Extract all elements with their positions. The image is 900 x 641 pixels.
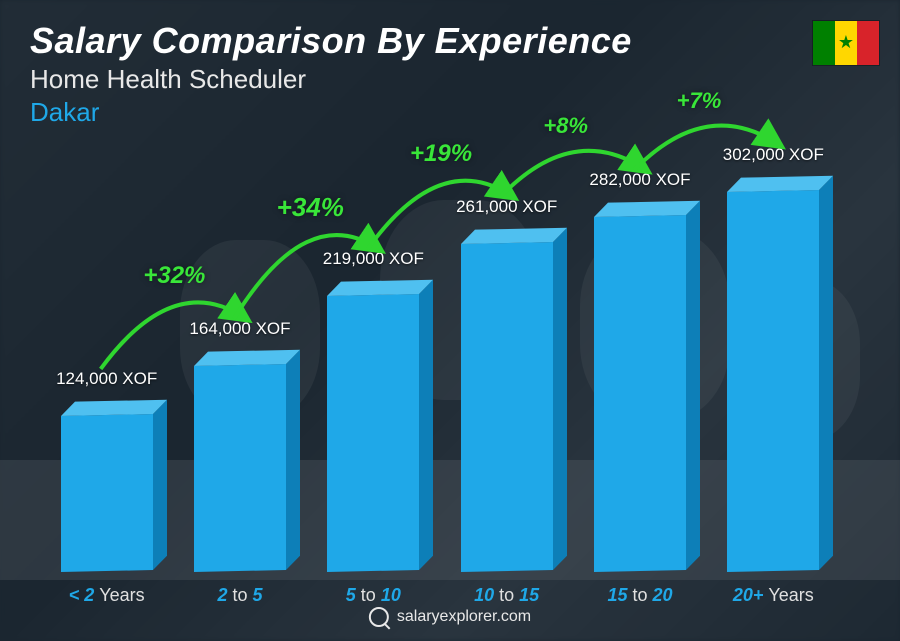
bar-top <box>61 400 167 416</box>
bar-front <box>61 414 153 572</box>
bar-category-label: 2 to 5 <box>217 585 262 606</box>
title-main: Salary Comparison By Experience <box>30 20 632 62</box>
flag-stripe-green <box>813 21 835 65</box>
bar-front <box>327 294 419 571</box>
bar-top <box>327 280 433 296</box>
title-subtitle: Home Health Scheduler <box>30 64 632 95</box>
footer-text: salaryexplorer.com <box>397 608 531 626</box>
delta-percent-label: +32% <box>143 262 205 290</box>
delta-percent-label: +34% <box>277 192 344 223</box>
bar-top <box>594 201 700 217</box>
logo-icon <box>369 607 389 627</box>
bar-side <box>819 176 833 570</box>
flag-star-icon: ★ <box>838 32 854 53</box>
flag-senegal: ★ <box>812 20 880 66</box>
flag-stripe-yellow: ★ <box>835 21 857 65</box>
footer-attribution: salaryexplorer.com <box>369 607 531 627</box>
bar-category-label: 20+ Years <box>733 585 814 606</box>
salary-bar-chart: 124,000 XOF< 2 Years164,000 XOF2 to 5219… <box>40 111 840 571</box>
delta-percent-label: +19% <box>410 140 472 168</box>
bar <box>594 215 686 572</box>
bar <box>61 414 153 572</box>
bar-side <box>553 227 567 570</box>
bar-front <box>594 215 686 572</box>
bar-front <box>461 242 553 572</box>
bar-value-label: 124,000 XOF <box>56 369 157 389</box>
bar <box>327 294 419 571</box>
bar-value-label: 302,000 XOF <box>723 145 824 165</box>
bar-side <box>286 349 300 570</box>
bar-category-label: 5 to 10 <box>346 585 401 606</box>
bar-value-label: 219,000 XOF <box>323 249 424 269</box>
bar-category-label: < 2 Years <box>69 585 145 606</box>
bar-category-label: 15 to 20 <box>607 585 672 606</box>
bar-top <box>727 176 833 192</box>
bar <box>194 364 286 572</box>
bar-side <box>419 280 433 570</box>
bar-value-label: 261,000 XOF <box>456 197 557 217</box>
bar-side <box>686 201 700 570</box>
bar <box>461 242 553 572</box>
content-layer: Salary Comparison By Experience Home Hea… <box>0 0 900 641</box>
bar-top <box>461 227 567 243</box>
bar-category-label: 10 to 15 <box>474 585 539 606</box>
bar <box>727 190 819 572</box>
bar-value-label: 282,000 XOF <box>589 170 690 190</box>
bar-value-label: 164,000 XOF <box>189 319 290 339</box>
bar-side <box>153 400 167 570</box>
bar-front <box>727 190 819 572</box>
flag-stripe-red <box>857 21 879 65</box>
bar-top <box>194 349 300 365</box>
bar-front <box>194 364 286 572</box>
delta-percent-label: +8% <box>543 113 588 139</box>
delta-percent-label: +7% <box>677 88 722 114</box>
